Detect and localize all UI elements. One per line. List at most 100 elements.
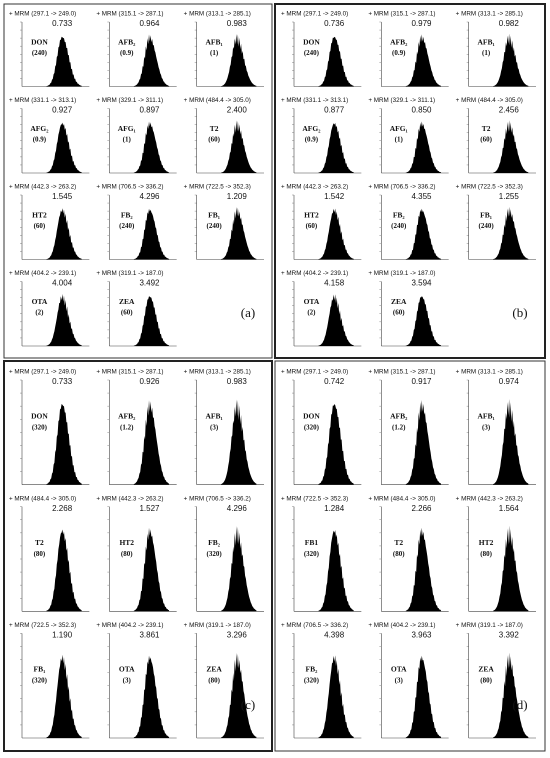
compound-name: T2 bbox=[394, 538, 403, 547]
retention-time: 4.296 bbox=[227, 504, 248, 513]
retention-time: 0.733 bbox=[52, 377, 73, 386]
peak bbox=[318, 294, 354, 346]
amount: (240) bbox=[479, 222, 495, 230]
retention-time: 0.850 bbox=[411, 106, 432, 115]
peak bbox=[46, 122, 82, 173]
compound-name: AFB₁ bbox=[477, 411, 494, 420]
compound-name: T2 bbox=[35, 538, 44, 547]
amount: (240) bbox=[207, 222, 223, 230]
compound-name: T2 bbox=[210, 124, 219, 133]
retention-time: 3.296 bbox=[227, 630, 248, 639]
compound-name: HT2 bbox=[119, 538, 134, 547]
retention-time: 1.564 bbox=[499, 504, 520, 513]
panel-frame bbox=[3, 360, 273, 752]
amount: (80) bbox=[480, 550, 492, 558]
mrm-label: + MRM (329.1 -> 311.1) bbox=[368, 97, 435, 104]
amount: (3) bbox=[123, 677, 132, 685]
retention-time: 4.296 bbox=[139, 192, 160, 201]
amount: (0.9) bbox=[305, 136, 319, 144]
compound-name: ZEA bbox=[391, 297, 407, 306]
retention-time: 0.964 bbox=[139, 19, 160, 28]
peak bbox=[133, 400, 170, 485]
compound-name: AFB₂ bbox=[390, 411, 408, 420]
retention-time: 0.736 bbox=[324, 19, 345, 28]
mrm-label: + MRM (329.1 -> 311.1) bbox=[96, 97, 163, 104]
retention-time: 0.983 bbox=[227, 377, 248, 386]
mrm-label: + MRM (722.5 -> 352.3) bbox=[456, 184, 523, 191]
amount: (240) bbox=[304, 49, 320, 57]
compound-name: AFB₁ bbox=[205, 37, 222, 46]
amount: (3) bbox=[395, 677, 404, 685]
peak bbox=[318, 122, 354, 173]
mrm-label: + MRM (404.2 -> 239.1) bbox=[281, 270, 348, 277]
amount: (1.2) bbox=[120, 423, 134, 431]
compound-name: FB₂ bbox=[393, 210, 406, 219]
mrm-label: + MRM (297.1 -> 249.0) bbox=[9, 369, 76, 376]
mrm-label: + MRM (442.3 -> 263.2) bbox=[9, 184, 76, 191]
amount: (240) bbox=[119, 222, 135, 230]
amount: (0.9) bbox=[392, 49, 406, 57]
retention-time: 1.209 bbox=[227, 192, 248, 201]
retention-time: 0.733 bbox=[52, 19, 73, 28]
mrm-label: + MRM (297.1 -> 249.0) bbox=[9, 11, 76, 18]
peak bbox=[46, 36, 82, 87]
compound-name: ZEA bbox=[119, 297, 135, 306]
amount: (80) bbox=[34, 550, 46, 558]
retention-time: 2.456 bbox=[499, 106, 520, 115]
peak bbox=[405, 208, 442, 260]
peak bbox=[133, 34, 170, 87]
retention-time: 0.917 bbox=[411, 377, 432, 386]
retention-time: 0.742 bbox=[324, 377, 345, 386]
compound-name: FB₂ bbox=[208, 538, 221, 547]
panel-label: (d) bbox=[512, 697, 527, 712]
mrm-label: + MRM (404.2 -> 239.1) bbox=[9, 270, 76, 277]
compound-name: DON bbox=[31, 411, 48, 420]
peak bbox=[133, 527, 170, 612]
mrm-label: + MRM (313.1 -> 285.1) bbox=[184, 11, 251, 18]
mrm-label: + MRM (706.5 -> 336.2) bbox=[184, 495, 251, 502]
amount: (80) bbox=[480, 677, 492, 685]
compound-name: FB1 bbox=[305, 538, 319, 547]
mrm-label: + MRM (484.4 -> 305.0) bbox=[456, 97, 523, 104]
retention-time: 3.861 bbox=[139, 630, 160, 639]
peak bbox=[493, 399, 529, 485]
amount: (3) bbox=[482, 423, 491, 431]
peak bbox=[405, 655, 442, 738]
compound-name: AFG₂ bbox=[302, 124, 321, 133]
peak bbox=[221, 652, 257, 738]
amount: (3) bbox=[210, 423, 219, 431]
peak bbox=[405, 121, 442, 173]
retention-time: 1.255 bbox=[499, 192, 520, 201]
retention-time: 0.877 bbox=[324, 106, 345, 115]
peak bbox=[318, 655, 354, 738]
amount: (60) bbox=[121, 309, 133, 317]
panel-frame bbox=[274, 3, 546, 359]
compound-name: HT2 bbox=[479, 538, 494, 547]
amount: (60) bbox=[208, 136, 220, 144]
peak bbox=[46, 654, 82, 738]
amount: (1) bbox=[395, 136, 404, 144]
peak bbox=[318, 404, 354, 485]
mrm-label: + MRM (706.5 -> 336.2) bbox=[96, 184, 163, 191]
mrm-label: + MRM (297.1 -> 249.0) bbox=[281, 369, 348, 376]
retention-time: 4.004 bbox=[52, 279, 73, 288]
amount: (80) bbox=[393, 550, 405, 558]
compound-name: ZEA bbox=[206, 665, 222, 674]
amount: (2) bbox=[35, 309, 44, 317]
compound-name: AFG₁ bbox=[118, 124, 136, 133]
compound-name: FB₁ bbox=[34, 665, 46, 674]
amount: (320) bbox=[304, 550, 320, 558]
retention-time: 0.979 bbox=[411, 19, 432, 28]
amount: (1) bbox=[482, 49, 491, 57]
compound-name: OTA bbox=[304, 297, 320, 306]
peak bbox=[493, 525, 529, 612]
retention-time: 4.355 bbox=[411, 192, 432, 201]
mrm-label: + MRM (442.3 -> 263.2) bbox=[456, 495, 523, 502]
retention-time: 1.284 bbox=[324, 504, 345, 513]
mrm-label: + MRM (319.1 -> 187.0) bbox=[96, 270, 163, 277]
mrm-label: + MRM (313.1 -> 285.1) bbox=[184, 369, 251, 376]
compound-name: HT2 bbox=[304, 210, 319, 219]
peak bbox=[318, 530, 354, 612]
compound-name: OTA bbox=[119, 665, 135, 674]
